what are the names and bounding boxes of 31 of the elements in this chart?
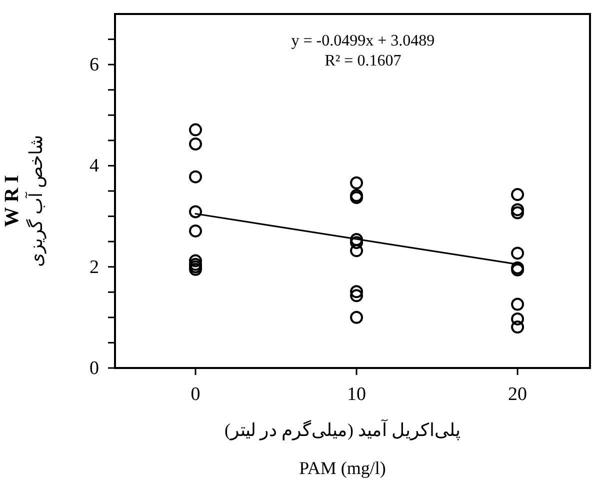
point xyxy=(189,262,202,276)
point xyxy=(189,137,202,150)
point xyxy=(511,320,524,334)
point xyxy=(350,289,364,302)
point xyxy=(189,254,202,268)
point xyxy=(189,258,202,271)
point xyxy=(350,310,364,324)
y-tick-label: 4 xyxy=(90,156,100,177)
point xyxy=(350,236,364,250)
x-tick-label: 20 xyxy=(508,384,528,405)
point xyxy=(350,244,364,258)
point xyxy=(511,206,524,220)
point xyxy=(189,123,202,136)
point xyxy=(511,312,524,326)
point xyxy=(511,298,524,311)
x-tick-label: 0 xyxy=(190,384,200,405)
point xyxy=(511,203,524,216)
point xyxy=(189,224,202,238)
y-tick-label: 6 xyxy=(90,54,99,76)
point xyxy=(350,233,364,246)
point xyxy=(189,260,202,274)
point xyxy=(511,188,524,202)
point xyxy=(189,170,202,184)
x-tick-label: 10 xyxy=(347,384,366,405)
point xyxy=(511,246,524,260)
y-tick-label: 2 xyxy=(90,256,99,278)
annotation: y = -0.0499x + 3.0489 R² = 0.1607 xyxy=(291,32,435,70)
point xyxy=(189,205,202,218)
point xyxy=(350,285,364,298)
point xyxy=(350,176,364,190)
y-tick-label: 0 xyxy=(90,358,99,379)
